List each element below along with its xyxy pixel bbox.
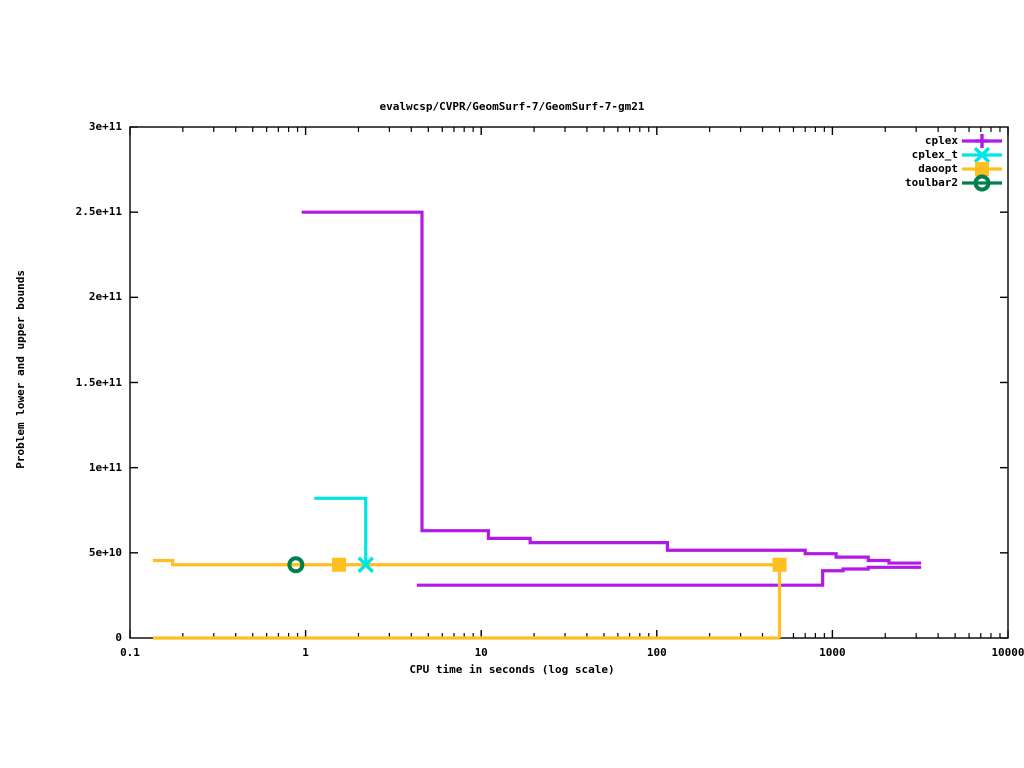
- x-tick-label: 0.1: [120, 646, 140, 659]
- legend-marker-cplex_t: [973, 146, 991, 164]
- marker-daoopt: [332, 557, 347, 572]
- series-group: [152, 210, 922, 640]
- x-tick-label: 10000: [991, 646, 1024, 659]
- y-tick-label: 1.5e+11: [75, 375, 122, 389]
- legend-marker-daoopt: [975, 162, 989, 176]
- x-tick-label: 1000: [819, 646, 846, 659]
- y-tick-label: 1e+11: [88, 460, 122, 474]
- y-tick-label: 0: [115, 631, 122, 644]
- legend-label-cplex_t: cplex_t: [911, 148, 958, 161]
- y-tick-label: 3e+11: [88, 120, 122, 133]
- series-daoopt-upper: [152, 558, 782, 638]
- legend-marker-toulbar2: [973, 174, 991, 192]
- y-tick-labels: 0 5e+10 1e+11 1.5e+11 2e+11 2.5e+11 3e+11: [50, 0, 122, 768]
- legend-label-daoopt: daoopt: [918, 162, 958, 175]
- marker-toulbar2: [287, 556, 305, 574]
- x-axis-label: CPU time in seconds (log scale): [409, 663, 615, 676]
- chart-title: evalwcsp/CVPR/GeomSurf-7/GeomSurf-7-gm21: [379, 100, 645, 113]
- series-cplex-upper: [301, 210, 922, 565]
- series-cplex_t-upper: [314, 496, 368, 565]
- y-tick-label: 5e+10: [88, 545, 122, 559]
- x-tick-label: 10: [474, 646, 488, 659]
- legend-symbols: [962, 134, 1002, 192]
- marker-daoopt: [772, 557, 787, 572]
- y-tick-label: 2.5e+11: [75, 205, 122, 219]
- marker-cplex_t: [357, 556, 374, 573]
- series-cplex-lower: [416, 565, 922, 587]
- x-tick-label: 1: [302, 646, 309, 659]
- y-tick-label: 2e+11: [88, 290, 122, 304]
- x-tick-label: 100: [646, 646, 667, 659]
- legend-label-toulbar2: toulbar2: [905, 176, 958, 189]
- legend-label-cplex: cplex: [924, 134, 958, 147]
